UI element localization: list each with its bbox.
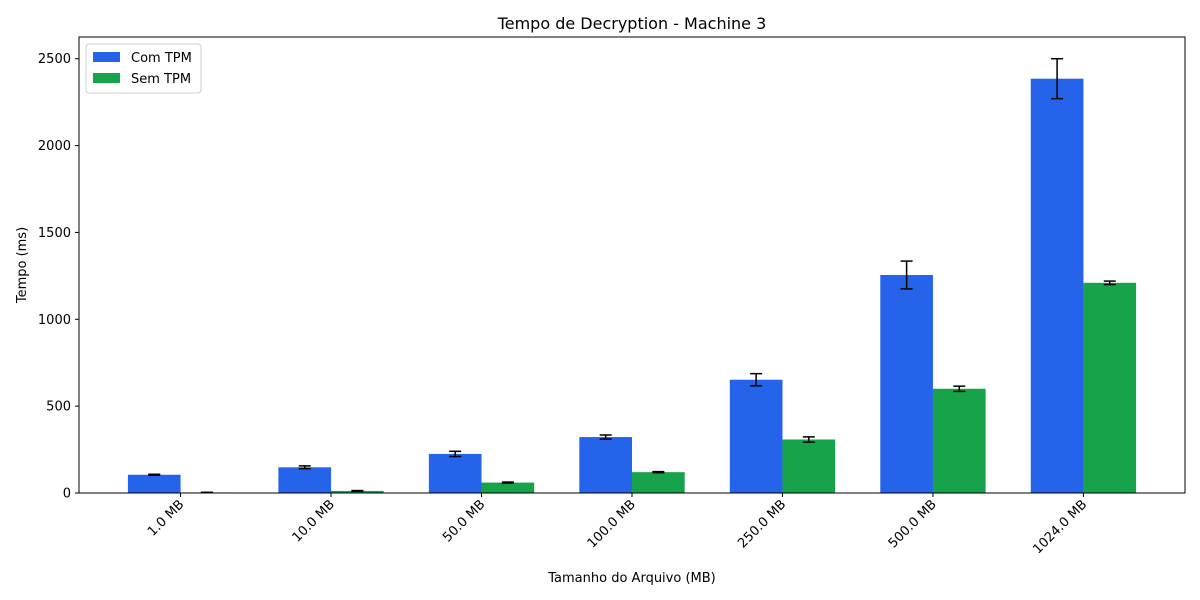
- bar: [127, 474, 181, 493]
- bar: [1030, 78, 1084, 493]
- bar: [632, 472, 685, 493]
- legend-swatch: [93, 73, 120, 83]
- bar: [579, 437, 632, 493]
- x-tick-label: 1.0 MB: [145, 497, 187, 539]
- y-tick-label: 1500: [38, 226, 71, 241]
- x-tick-label: 500.0 MB: [886, 497, 940, 551]
- y-tick-label: 500: [46, 400, 71, 415]
- x-tick-label: 1024.0 MB: [1030, 497, 1090, 557]
- x-tick-label: 100.0 MB: [585, 497, 639, 551]
- x-tick-label: 50.0 MB: [440, 497, 488, 545]
- y-tick-label: 0: [63, 487, 71, 502]
- y-tick-label: 1000: [38, 313, 71, 328]
- chart-title: Tempo de Decryption - Machine 3: [497, 14, 767, 33]
- bar: [481, 482, 535, 493]
- bar: [880, 274, 933, 493]
- bar: [278, 467, 332, 493]
- legend-swatch: [93, 52, 120, 62]
- legend-label: Sem TPM: [131, 72, 191, 87]
- y-axis-label: Tempo (ms): [15, 227, 30, 304]
- y-tick-label: 2500: [38, 52, 71, 67]
- bar: [932, 388, 986, 493]
- x-axis-label: Tamanho do Arquivo (MB): [547, 571, 715, 586]
- x-tick-label: 250.0 MB: [735, 497, 789, 551]
- legend-label: Com TPM: [131, 51, 192, 66]
- y-tick-label: 2000: [38, 139, 71, 154]
- plot-frame: [78, 36, 1186, 494]
- legend: Com TPM Sem TPM: [85, 43, 202, 94]
- plot-area: 0 500 1000 1500 2000 2500 1.0 MB 10.0 MB 50.0 MB…: [38, 52, 1137, 557]
- bar: [729, 379, 783, 493]
- bar: [1083, 282, 1137, 493]
- bar: [428, 453, 482, 493]
- bar: [782, 439, 836, 493]
- x-tick-label: 10.0 MB: [290, 497, 338, 545]
